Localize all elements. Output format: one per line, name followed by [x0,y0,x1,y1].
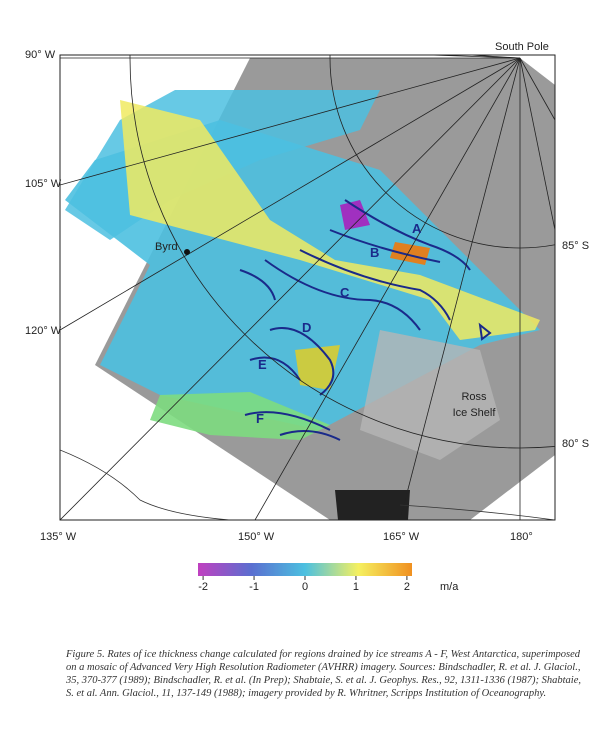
lon-label: 180° [510,531,533,543]
lon-label: 150° W [238,531,275,543]
graticule [60,55,555,520]
green-region [150,392,330,440]
colorbar-tick-label: 2 [404,581,410,593]
colorbar-tick-label: 1 [353,581,359,593]
figure-caption: Figure 5. Rates of ice thickness change … [66,649,581,699]
lon-label: 120° W [25,325,62,337]
coastline [60,449,555,520]
dark-region [335,490,410,520]
stream-label: E [258,357,267,372]
stream-label: A [412,221,422,236]
thickening-region [295,345,340,390]
lon-label: 90° W [25,49,56,61]
stream-label: F [256,411,264,426]
map-frame [59,54,556,521]
colorbar-tick-label: 0 [302,581,308,593]
stream-label: C [340,285,350,300]
lat-label: 85° S [562,240,589,252]
thickening-region [120,100,540,340]
colorbar-gradient [198,563,412,576]
place-label: South Pole [495,41,549,53]
lon-label: 165° W [383,531,420,543]
colorbar-unit: m/a [440,581,459,593]
lat-label: 80° S [562,438,589,450]
colorbar: m/a -2 -1 0 1 2 [198,563,459,593]
colorbar-tick-label: -1 [249,581,259,593]
stream-outlines [239,199,492,441]
stream-label: B [370,245,379,260]
strong-thinning [340,200,370,230]
station-marker [184,249,190,255]
lon-label: 135° W [40,531,77,543]
map-area [60,55,555,520]
place-label: Ross [461,391,487,403]
stream-label: D [302,320,311,335]
place-label: Ice Shelf [453,407,497,419]
lon-label: 105° W [25,178,62,190]
colorbar-tick-label: -2 [198,581,208,593]
strong-thickening [390,242,430,265]
map-figure: 90° W 105° W 120° W 135° W 150° W 165° W… [25,41,589,593]
place-label: Byrd [155,241,178,253]
